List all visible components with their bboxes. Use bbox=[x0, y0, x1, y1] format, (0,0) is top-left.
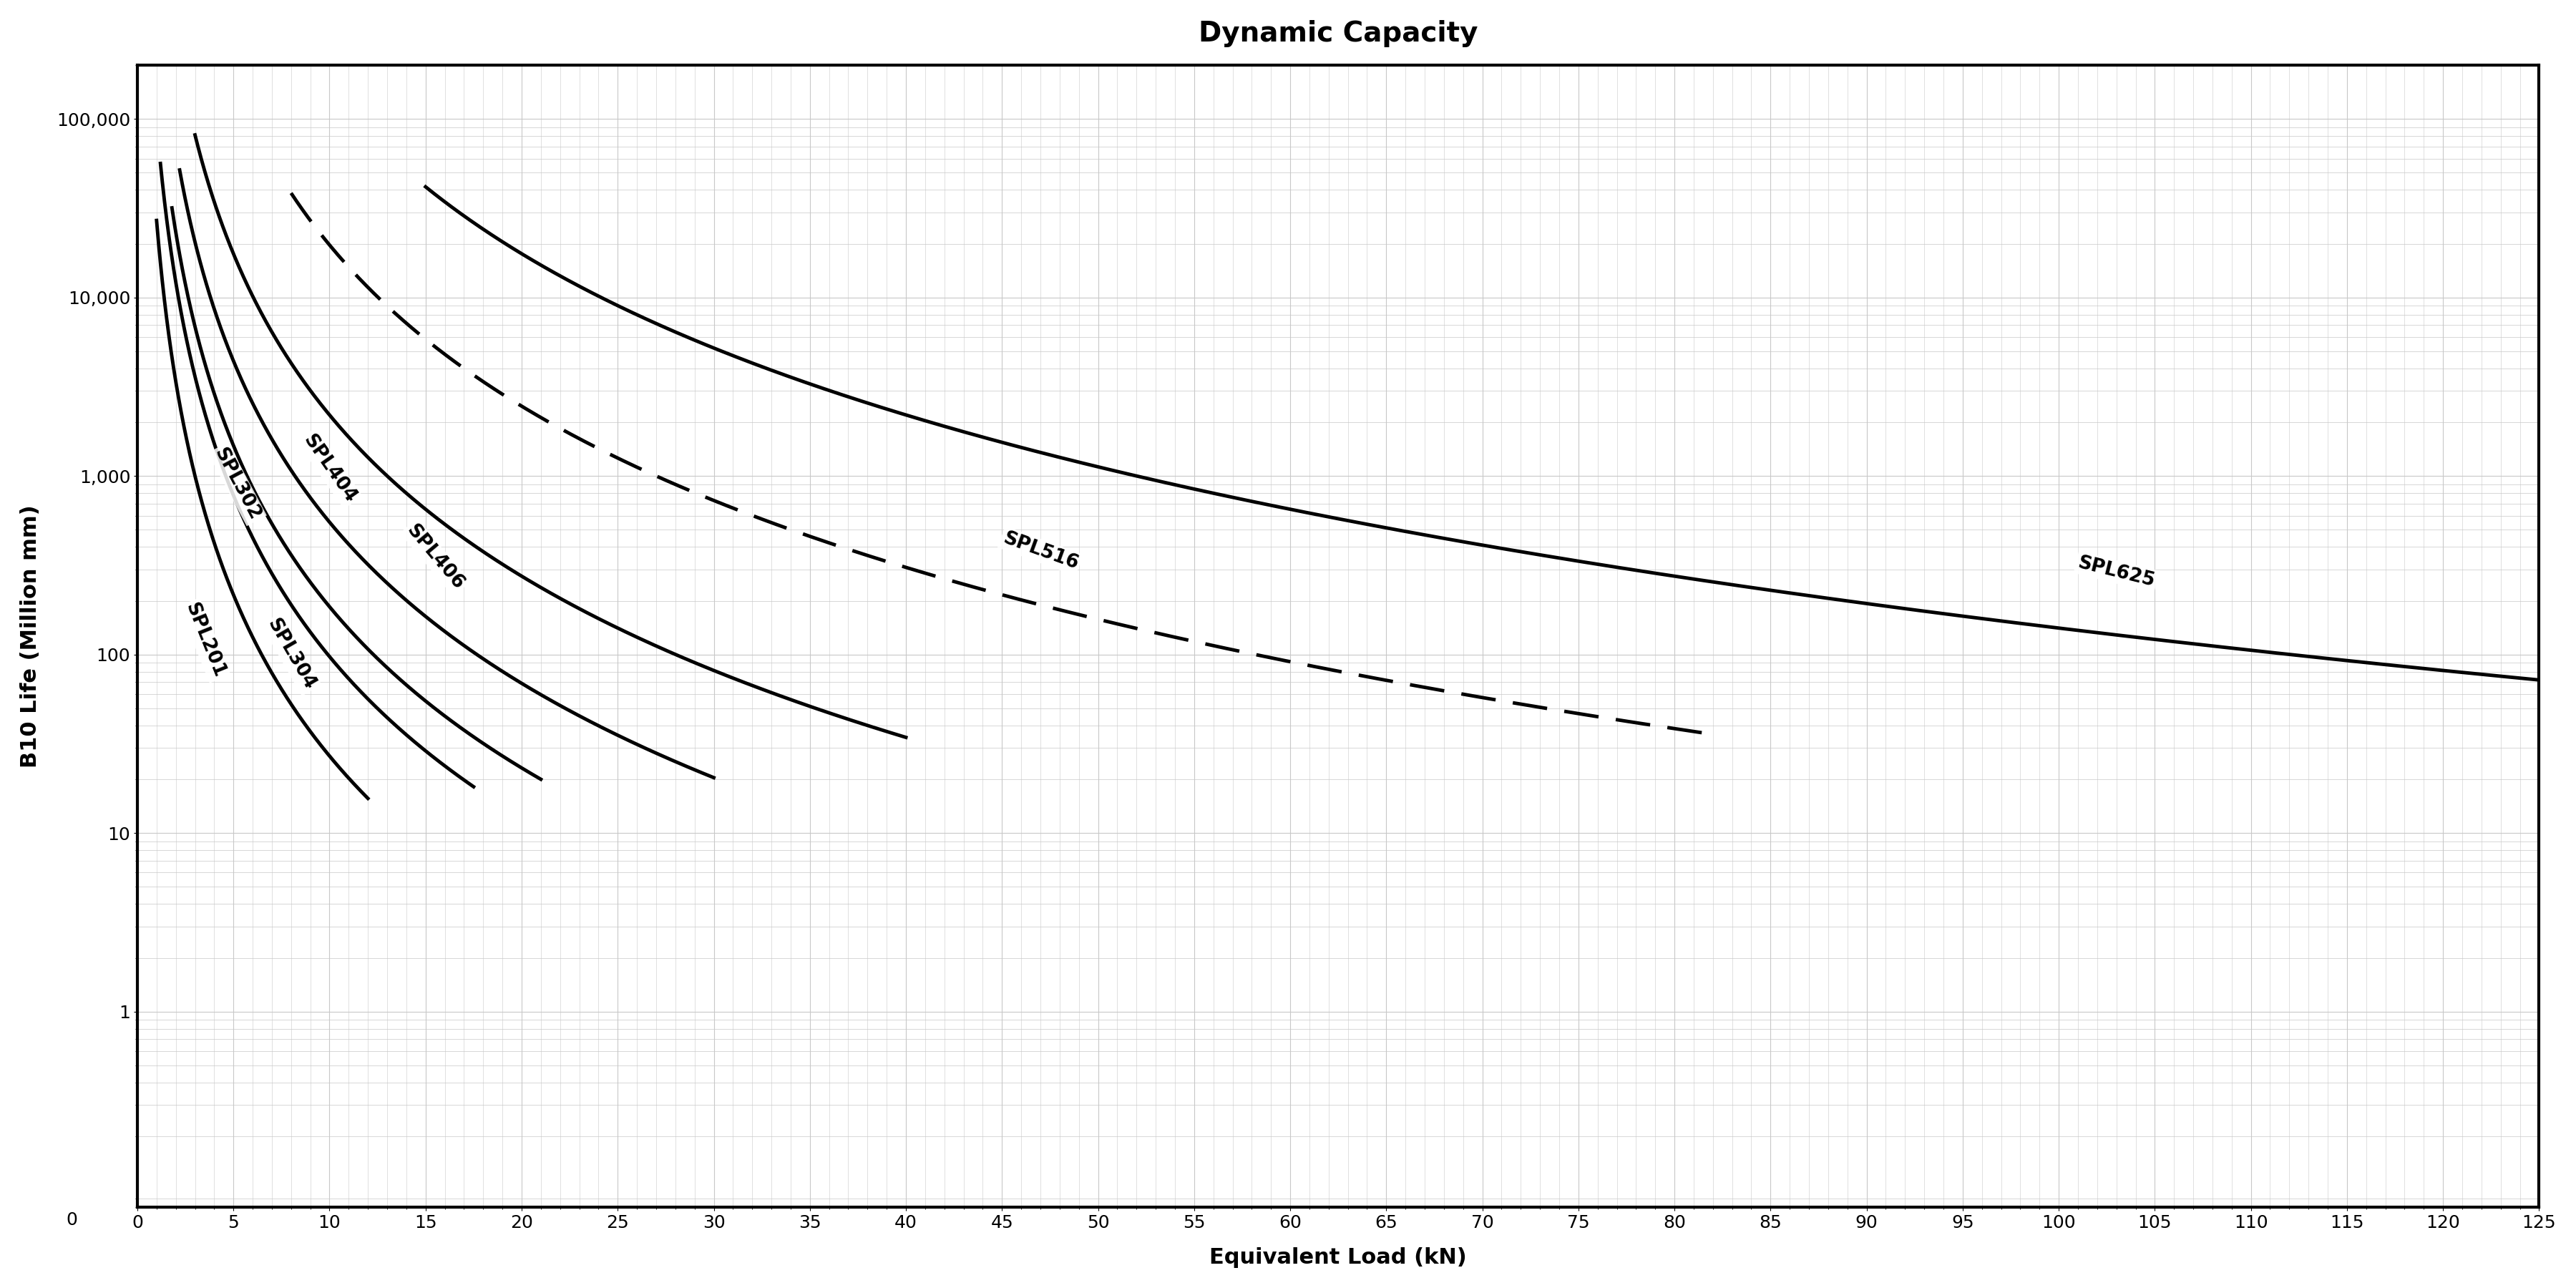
Y-axis label: B10 Life (Million mm): B10 Life (Million mm) bbox=[21, 505, 41, 768]
X-axis label: Equivalent Load (kN): Equivalent Load (kN) bbox=[1211, 1247, 1466, 1269]
Text: SPL304: SPL304 bbox=[263, 616, 319, 693]
Title: Dynamic Capacity: Dynamic Capacity bbox=[1198, 19, 1479, 48]
Text: SPL302: SPL302 bbox=[211, 444, 263, 523]
Text: SPL404: SPL404 bbox=[299, 431, 361, 506]
Text: 0: 0 bbox=[67, 1211, 77, 1229]
Text: SPL406: SPL406 bbox=[402, 522, 469, 594]
Text: SPL201: SPL201 bbox=[180, 600, 229, 680]
Text: SPL625: SPL625 bbox=[2076, 554, 2156, 590]
Text: SPL516: SPL516 bbox=[999, 529, 1082, 573]
